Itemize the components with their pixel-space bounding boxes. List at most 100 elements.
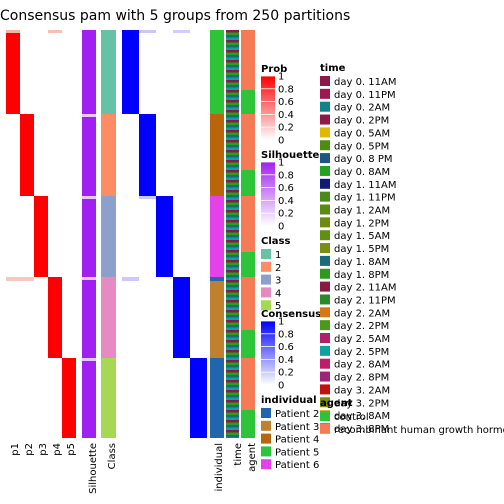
time-legend-swatch: [320, 217, 330, 228]
consensus-legend-gradient: [261, 321, 275, 385]
consensus-cell: [122, 277, 139, 281]
time-legend-label: day 1. 5AM: [334, 231, 390, 242]
agent-cell: [241, 330, 255, 358]
time-cell: [226, 220, 239, 223]
time-cell: [226, 412, 239, 415]
column-label: Class: [107, 443, 118, 469]
consensus-legend-tick-label: 0.8: [278, 329, 294, 340]
time-legend-title: time: [320, 63, 346, 74]
time-legend-label: day 2. 8PM: [334, 373, 389, 384]
time-cell: [226, 42, 239, 45]
prob-cell: [34, 196, 48, 277]
silhouette-legend-tick-label: 1: [278, 158, 284, 169]
time-legend-label: day 2. 8AM: [334, 360, 390, 371]
time-cell: [226, 200, 239, 203]
time-cell: [226, 190, 239, 193]
time-cell: [226, 415, 239, 418]
time-cell: [226, 195, 239, 198]
column-label: individual: [214, 443, 225, 492]
prob-cell: [62, 358, 76, 438]
time-cell: [226, 210, 239, 213]
time-cell: [226, 165, 239, 168]
time-legend-label: day 1. 8PM: [334, 270, 389, 281]
time-cell: [226, 312, 239, 315]
time-cell: [226, 252, 239, 255]
time-legend-label: day 1. 2AM: [334, 206, 390, 217]
time-cell: [226, 310, 239, 313]
time-cell: [226, 70, 239, 73]
time-legend-swatch: [320, 101, 330, 112]
time-legend-label: day 2. 2AM: [334, 308, 390, 319]
prob-legend-tick-label: 0.2: [278, 123, 294, 134]
time-cell: [226, 317, 239, 320]
time-cell: [226, 437, 239, 438]
time-cell: [226, 365, 239, 368]
class-legend-label: 2: [275, 263, 281, 274]
time-cell: [226, 110, 239, 113]
individual-legend-title: individual: [261, 395, 317, 406]
time-cell: [226, 40, 239, 43]
class-legend-swatch: [261, 287, 271, 298]
time-cell: [226, 302, 239, 305]
time-cell: [226, 292, 239, 295]
time-cell: [226, 205, 239, 208]
time-legend-swatch: [320, 320, 330, 331]
time-cell: [226, 425, 239, 428]
time-cell: [226, 127, 239, 130]
time-cell: [226, 140, 239, 143]
time-cell: [226, 107, 239, 110]
time-cell: [226, 245, 239, 248]
time-cell: [226, 55, 239, 58]
time-cell: [226, 37, 239, 40]
time-cell: [226, 432, 239, 435]
individual-legend-swatch: [261, 408, 271, 418]
individual-legend-swatch: [261, 420, 271, 431]
consensus-cell: [156, 196, 173, 277]
time-cell: [226, 332, 239, 335]
consensus-cell: [190, 358, 207, 438]
time-cell: [226, 187, 239, 190]
column-label: p5: [66, 443, 77, 456]
agent-cell: [241, 170, 255, 196]
time-cell: [226, 175, 239, 178]
time-cell: [226, 342, 239, 345]
column-label: agent: [247, 443, 258, 472]
time-cell: [226, 322, 239, 325]
time-cell: [226, 272, 239, 275]
silhouette-cell: [82, 358, 96, 361]
time-legend-swatch: [320, 127, 330, 138]
prob-cell: [6, 30, 20, 114]
time-legend-swatch: [320, 243, 330, 254]
agent-cell: [241, 252, 255, 277]
time-cell: [226, 90, 239, 93]
consensus-legend-tick-label: 0.2: [278, 368, 294, 379]
time-legend-swatch: [320, 88, 330, 99]
time-cell: [226, 217, 239, 220]
time-legend-swatch: [320, 358, 330, 369]
time-cell: [226, 357, 239, 360]
agent-legend-label: control: [334, 412, 369, 423]
time-legend-label: day 0. 11PM: [334, 90, 396, 101]
time-cell: [226, 387, 239, 390]
time-cell: [226, 392, 239, 395]
time-legend-label: day 0. 8 PM: [334, 154, 393, 165]
time-cell: [226, 120, 239, 123]
class-cell: [101, 196, 116, 277]
consensus-legend-tick-label: 1: [278, 317, 284, 328]
individual-legend-label: Patient 2: [275, 409, 319, 420]
class-cell: [101, 358, 116, 438]
time-cell: [226, 347, 239, 350]
time-cell: [226, 325, 239, 328]
agent-cell: [241, 358, 255, 410]
time-legend-swatch: [320, 371, 330, 382]
time-cell: [226, 275, 239, 278]
time-cell: [226, 100, 239, 103]
time-cell: [226, 335, 239, 338]
consensus-legend-tick-label: 0.6: [278, 342, 294, 353]
silhouette-legend-title: Silhouette: [261, 150, 320, 161]
silhouette-cell: [82, 277, 96, 280]
time-cell: [226, 367, 239, 370]
time-cell: [226, 45, 239, 48]
prob-cell: [6, 277, 20, 281]
time-legend-label: day 0. 5AM: [334, 128, 390, 139]
